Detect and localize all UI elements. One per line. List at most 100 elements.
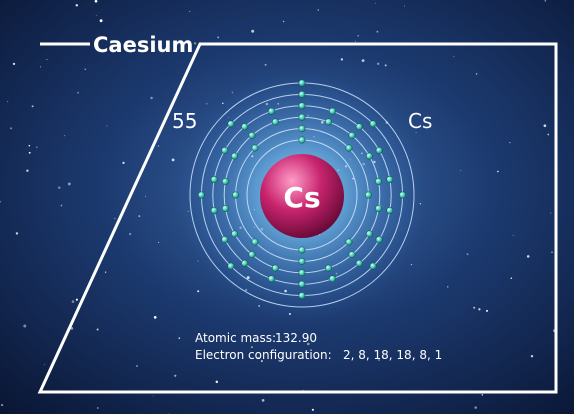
electron bbox=[299, 292, 305, 298]
star bbox=[453, 56, 454, 57]
star bbox=[545, 0, 547, 2]
star bbox=[97, 328, 99, 330]
star bbox=[154, 316, 157, 319]
electron bbox=[329, 108, 335, 114]
title: Caesium bbox=[93, 33, 193, 57]
electron bbox=[356, 124, 362, 130]
star bbox=[265, 64, 267, 66]
electron bbox=[232, 192, 238, 198]
electron bbox=[325, 265, 331, 271]
star bbox=[478, 308, 480, 310]
star bbox=[197, 290, 199, 292]
electron bbox=[375, 178, 381, 184]
star bbox=[44, 364, 45, 365]
star bbox=[26, 170, 28, 172]
electron bbox=[366, 153, 372, 159]
star bbox=[16, 232, 18, 234]
star bbox=[61, 205, 63, 207]
star bbox=[217, 36, 219, 38]
atomic-mass-label: Atomic mass: bbox=[195, 331, 276, 345]
electron bbox=[249, 132, 255, 138]
star bbox=[486, 310, 488, 312]
star bbox=[40, 66, 41, 67]
atomic-number: 55 bbox=[172, 109, 197, 133]
star bbox=[178, 337, 180, 339]
star bbox=[97, 407, 99, 409]
star bbox=[527, 255, 530, 258]
star bbox=[68, 182, 71, 185]
electron bbox=[228, 263, 234, 269]
star bbox=[72, 300, 75, 303]
electron bbox=[211, 176, 217, 182]
star bbox=[122, 162, 124, 164]
star bbox=[64, 135, 65, 136]
star bbox=[107, 125, 108, 126]
star bbox=[172, 159, 175, 162]
electron bbox=[299, 125, 305, 131]
electron bbox=[299, 270, 305, 276]
star bbox=[150, 97, 152, 99]
star bbox=[7, 101, 8, 102]
electron bbox=[370, 263, 376, 269]
electron bbox=[399, 192, 405, 198]
star bbox=[551, 251, 553, 253]
electron bbox=[272, 265, 278, 271]
star bbox=[1, 404, 3, 406]
star bbox=[318, 9, 320, 11]
star bbox=[23, 325, 26, 328]
star bbox=[100, 19, 103, 22]
star bbox=[404, 5, 405, 6]
star bbox=[509, 142, 510, 143]
electron bbox=[299, 91, 305, 97]
star bbox=[114, 218, 116, 220]
star bbox=[447, 286, 448, 287]
electron bbox=[376, 147, 382, 153]
star bbox=[476, 73, 478, 75]
star bbox=[145, 196, 146, 197]
star bbox=[544, 124, 547, 127]
electron bbox=[375, 205, 381, 211]
star bbox=[158, 145, 160, 147]
star bbox=[547, 134, 549, 136]
star bbox=[85, 69, 86, 70]
star bbox=[531, 355, 533, 357]
star bbox=[29, 152, 31, 154]
configuration: 2, 8, 18, 18, 8, 1 bbox=[343, 348, 442, 362]
electron bbox=[329, 276, 335, 282]
electron bbox=[252, 145, 258, 151]
star bbox=[136, 365, 138, 367]
star bbox=[10, 127, 12, 129]
electron bbox=[376, 236, 382, 242]
star bbox=[29, 145, 31, 147]
electron bbox=[356, 260, 362, 266]
electron bbox=[346, 145, 352, 151]
star bbox=[216, 381, 218, 383]
electron bbox=[349, 251, 355, 257]
star bbox=[96, 15, 97, 16]
electron bbox=[231, 153, 237, 159]
electron bbox=[222, 205, 228, 211]
electron bbox=[198, 192, 204, 198]
electron bbox=[242, 124, 248, 130]
star bbox=[283, 21, 284, 22]
star bbox=[513, 235, 514, 236]
symbol: Cs bbox=[408, 109, 432, 133]
electron bbox=[299, 114, 305, 120]
electron bbox=[268, 276, 274, 282]
star bbox=[474, 406, 476, 408]
electron bbox=[349, 132, 355, 138]
electron bbox=[325, 119, 331, 125]
electron bbox=[222, 178, 228, 184]
electron bbox=[387, 207, 393, 213]
star bbox=[357, 35, 359, 37]
electron bbox=[370, 121, 376, 127]
star bbox=[377, 63, 379, 65]
electron bbox=[231, 231, 237, 237]
star bbox=[511, 277, 513, 279]
star bbox=[77, 92, 79, 94]
star bbox=[76, 4, 78, 6]
star bbox=[550, 213, 551, 214]
star bbox=[58, 186, 60, 188]
electron bbox=[365, 192, 371, 198]
star bbox=[341, 58, 343, 60]
